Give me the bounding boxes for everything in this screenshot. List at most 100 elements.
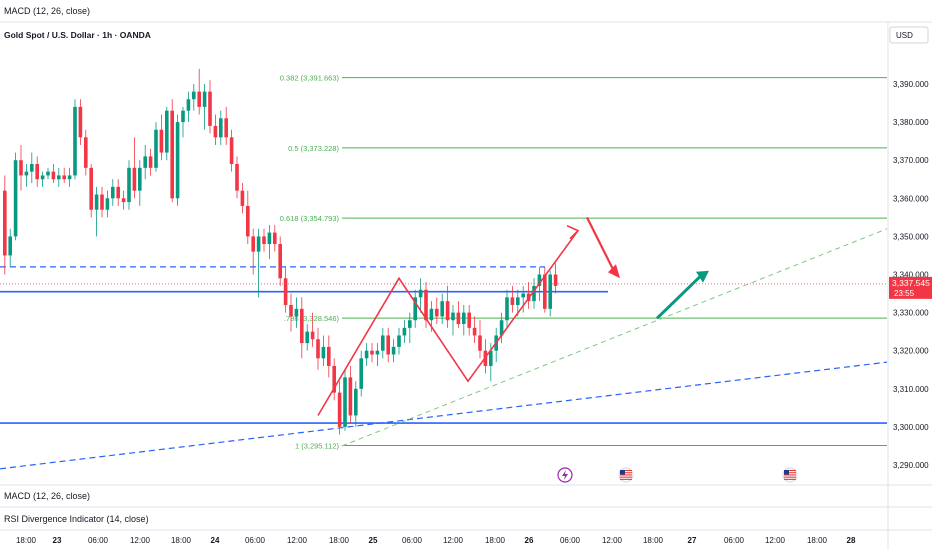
fib-level-label: 0.618 (3,354.793) (280, 214, 340, 223)
candle-bearish (170, 99, 174, 203)
price-tick-label: 3,380.000 (893, 118, 929, 127)
candle-bullish (94, 186, 99, 237)
candle-bearish (543, 266, 547, 313)
currency-badge[interactable] (889, 26, 929, 44)
candle-bearish (229, 129, 234, 172)
candle-bearish (289, 293, 293, 332)
us-flag-icon[interactable] (618, 467, 634, 483)
candle-bullish (532, 278, 536, 309)
zigzag-arrowhead[interactable] (566, 224, 580, 240)
price-tick-label: 3,340.000 (893, 271, 929, 280)
candle-bullish (127, 160, 131, 210)
time-axis[interactable]: 18:00 23 06:00 12:00 18:00 24 06:00 12:00 18:00 2… (16, 536, 856, 545)
candle-bearish (35, 156, 39, 187)
down-arrow-shaft[interactable] (586, 216, 615, 272)
candle-bullish (321, 335, 326, 366)
candle-bullish (499, 312, 504, 344)
candle-body (67, 175, 72, 180)
candle-bullish (186, 91, 191, 123)
flag-stripe (620, 474, 632, 476)
price-axis[interactable]: 3,390.000 3,380.000 3,370.000 3,360.000 3,35… (893, 80, 929, 470)
candle-body (208, 91, 212, 126)
candle-bullish (175, 114, 180, 206)
candle-body (159, 129, 164, 153)
candle-body (375, 350, 380, 355)
rsi-panel-label: RSI Divergence Indicator (14, close) (4, 514, 149, 524)
candle-bullish (165, 106, 169, 161)
candle-body (278, 244, 282, 279)
candle-body (251, 236, 255, 252)
candle-bearish (78, 99, 83, 145)
candle-body (489, 350, 493, 366)
candle-body (181, 110, 185, 123)
arrow-drawings[interactable] (586, 216, 709, 320)
candle-body (197, 91, 201, 107)
up-arrow-head[interactable] (696, 270, 709, 283)
lightning-icon[interactable] (557, 467, 573, 483)
time-tick-label: 12:00 (130, 536, 151, 545)
price-tick-label: 3,310.000 (893, 385, 929, 394)
candle-body (148, 156, 153, 168)
candle-body (35, 164, 39, 180)
candle-body (224, 118, 228, 138)
currency-badge-label: USD (896, 31, 913, 40)
candle-body (505, 297, 509, 321)
dashed-rising-trendline[interactable] (341, 228, 888, 447)
candle-bullish (267, 224, 272, 260)
price-tick-label: 3,330.000 (893, 309, 929, 318)
time-tick-label: 06:00 (88, 536, 109, 545)
down-arrow-head[interactable] (608, 264, 620, 279)
zigzag-pattern-line[interactable] (317, 230, 579, 416)
candle-body (370, 350, 374, 355)
candle-body (154, 129, 158, 168)
candle-body (229, 137, 234, 165)
countdown-label: 23:55 (894, 289, 915, 298)
candle-bullish (13, 152, 18, 241)
candle-body (73, 106, 77, 176)
candle-bearish (3, 175, 7, 275)
candle-bullish (192, 84, 196, 111)
dashed-trend-channel-line[interactable] (0, 361, 888, 470)
candle-body (413, 297, 417, 321)
candle-bearish (424, 282, 428, 328)
price-tick-label: 3,350.000 (893, 232, 929, 241)
candle-bearish (316, 327, 320, 370)
candle-bearish (240, 183, 245, 214)
candle-body (100, 194, 104, 210)
candle-bullish (138, 160, 142, 206)
us-flag-icon[interactable] (782, 467, 798, 483)
flag-stripe (784, 470, 796, 472)
candle-body (294, 308, 299, 317)
lightning-glyph (562, 470, 568, 480)
candle-body (30, 164, 34, 172)
candle-bearish (337, 381, 342, 435)
fib-level-label: .786 (3,328.546) (284, 314, 340, 323)
candle-body (310, 331, 315, 340)
candle-body (321, 346, 326, 359)
flag-stripe (784, 474, 796, 476)
candle-body (467, 312, 471, 328)
candle-body (127, 167, 131, 203)
candle-bullish (202, 84, 207, 130)
candle-body (537, 274, 542, 286)
candle-body (478, 335, 482, 351)
fib-level-label: 0.5 (3,373.228) (288, 144, 339, 153)
price-tick-label: 3,290.000 (893, 461, 929, 470)
candle-body (213, 125, 218, 138)
time-tick-label: 28 (847, 536, 856, 545)
candle-bullish (67, 167, 72, 187)
candle-body (337, 392, 342, 427)
pattern-drawing[interactable] (317, 224, 580, 416)
candle-body (456, 312, 461, 325)
candle-bullish (8, 228, 12, 267)
flag-stripe (620, 478, 632, 480)
fibonacci-retracement[interactable]: 0.382 (3,391.663) 0.5 (3,373.228) 0.618 (3… (280, 74, 887, 451)
time-tick-label: 18:00 (171, 536, 192, 545)
up-arrow-shaft[interactable] (655, 274, 703, 320)
candle-bullish (462, 304, 466, 336)
event-markers[interactable] (557, 467, 798, 483)
candle-body (186, 99, 191, 111)
candle-bearish (332, 358, 336, 401)
